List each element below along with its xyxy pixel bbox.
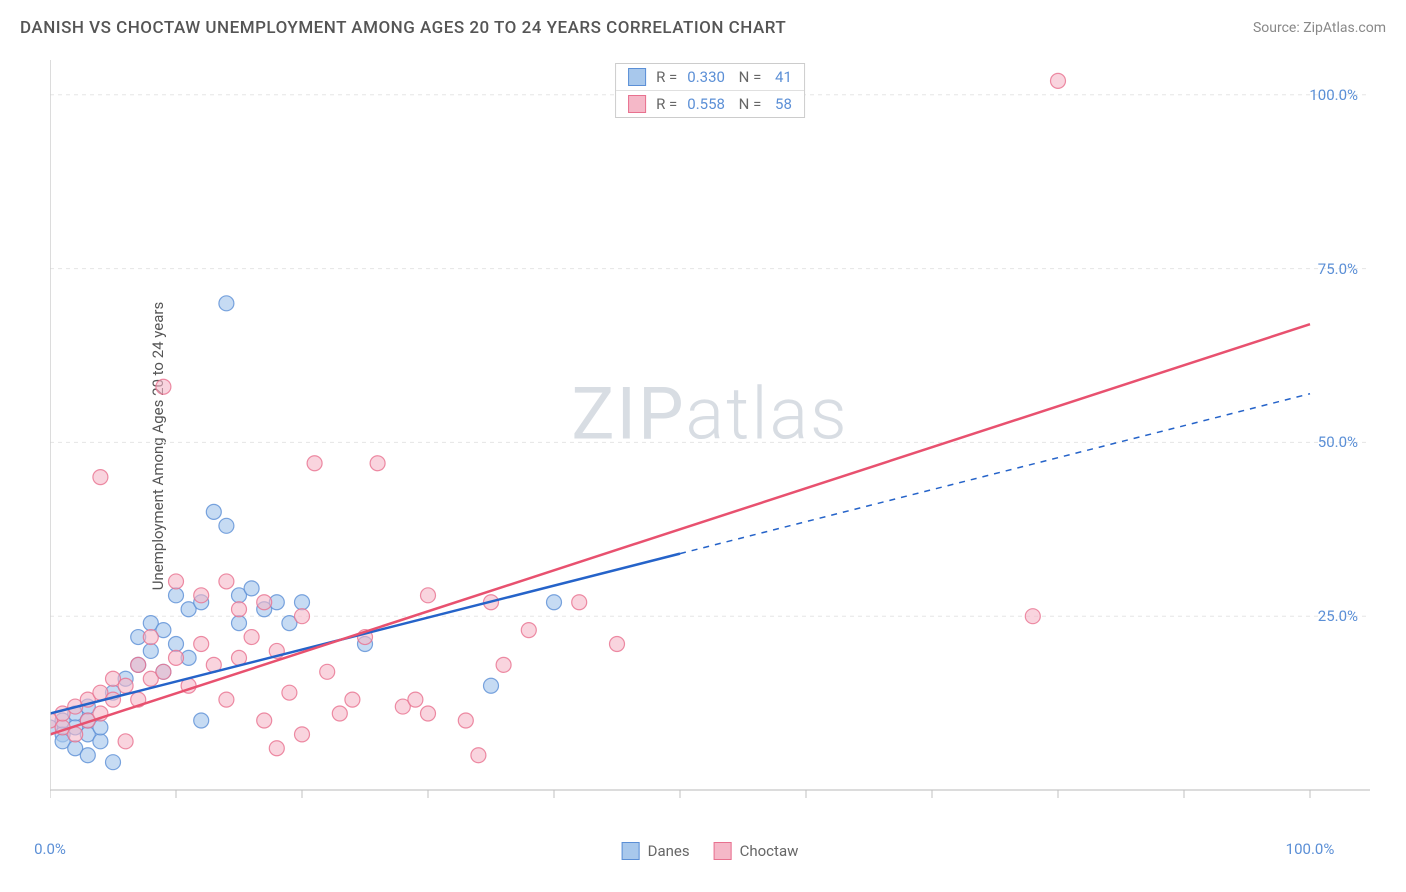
y-tick-label: 50.0% xyxy=(1318,433,1358,451)
y-tick-label: 25.0% xyxy=(1318,607,1358,625)
legend-n-value: 58 xyxy=(771,95,792,113)
x-tick-label: 100.0% xyxy=(1286,840,1335,858)
legend-r-value: 0.330 xyxy=(687,68,725,86)
chart-area: ZIPatlas R =0.330 N = 41R =0.558 N = 58 … xyxy=(50,60,1370,830)
legend-n-label: N = xyxy=(735,68,761,86)
legend-swatch-icon xyxy=(628,95,646,113)
legend-r-label: R = xyxy=(656,68,677,86)
legend-row: R = 0.330 N = 41 xyxy=(616,64,804,90)
legend-swatch-icon xyxy=(622,842,640,860)
legend-r-value: 0.558 xyxy=(687,95,725,113)
source-attribution: Source: ZipAtlas.com xyxy=(1253,20,1386,36)
series-legend: Danes Choctaw xyxy=(622,842,799,860)
legend-n-value: 41 xyxy=(771,68,792,86)
y-tick-label: 75.0% xyxy=(1318,260,1358,278)
series-legend-label: Choctaw xyxy=(740,842,799,860)
series-legend-label: Danes xyxy=(648,842,690,860)
legend-swatch-icon xyxy=(628,68,646,86)
legend-r-label: R = xyxy=(656,95,677,113)
y-tick-label: 100.0% xyxy=(1309,86,1358,104)
chart-title: DANISH VS CHOCTAW UNEMPLOYMENT AMONG AGE… xyxy=(20,18,786,38)
legend-swatch-icon xyxy=(714,842,732,860)
series-legend-item: Choctaw xyxy=(714,842,799,860)
legend-row: R = 0.558 N = 58 xyxy=(616,90,804,117)
correlation-legend: R = 0.330 N = 41 R = 0.558 N = 58 xyxy=(615,63,805,118)
legend-n-label: N = xyxy=(735,95,761,113)
series-legend-item: Danes xyxy=(622,842,690,860)
x-tick-label: 0.0% xyxy=(34,840,66,858)
scatter-plot xyxy=(50,60,1370,830)
